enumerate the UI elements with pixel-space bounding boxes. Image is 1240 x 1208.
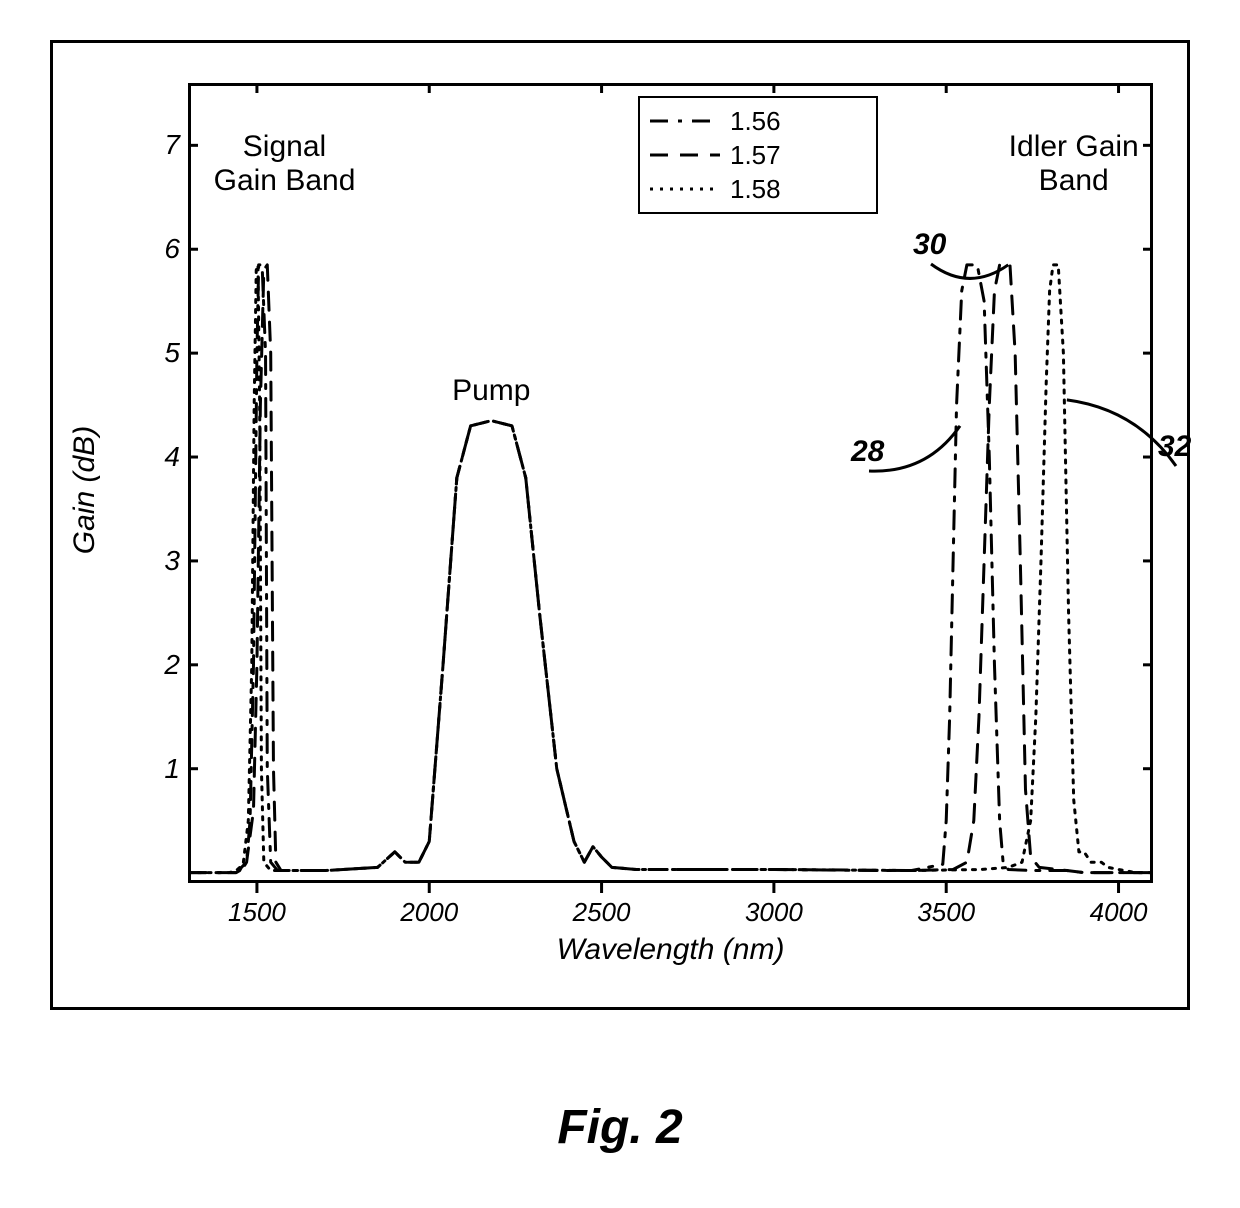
series-1.57 (188, 265, 1153, 873)
x-tick-label: 1500 (228, 897, 286, 928)
x-tick-label: 2000 (400, 897, 458, 928)
y-tick-label: 1 (152, 753, 180, 785)
figure-caption: Fig. 2 (557, 1100, 682, 1155)
callout-label: 32 (1158, 430, 1191, 464)
annotation: Pump (452, 374, 530, 408)
figure-frame: 1.561.571.58 150020002500300035004000123… (50, 40, 1190, 1010)
x-axis-label: Wavelength (nm) (557, 933, 785, 967)
annotation: Idler GainBand (1009, 130, 1139, 198)
y-tick-label: 7 (152, 129, 180, 161)
page: 1.561.571.58 150020002500300035004000123… (0, 0, 1240, 1208)
x-tick-label: 4000 (1090, 897, 1148, 928)
y-tick-label: 3 (152, 545, 180, 577)
series-1.56 (188, 265, 1153, 873)
y-tick-label: 6 (152, 233, 180, 265)
callout-label: 30 (913, 228, 946, 262)
y-tick-label: 2 (152, 649, 180, 681)
x-tick-label: 3500 (917, 897, 975, 928)
annotation: SignalGain Band (214, 130, 356, 198)
x-tick-label: 3000 (745, 897, 803, 928)
x-tick-label: 2500 (573, 897, 631, 928)
y-axis-label: Gain (dB) (68, 426, 102, 554)
series-1.58 (188, 265, 1153, 873)
callout-label: 28 (851, 435, 884, 469)
y-tick-label: 4 (152, 441, 180, 473)
y-tick-label: 5 (152, 337, 180, 369)
